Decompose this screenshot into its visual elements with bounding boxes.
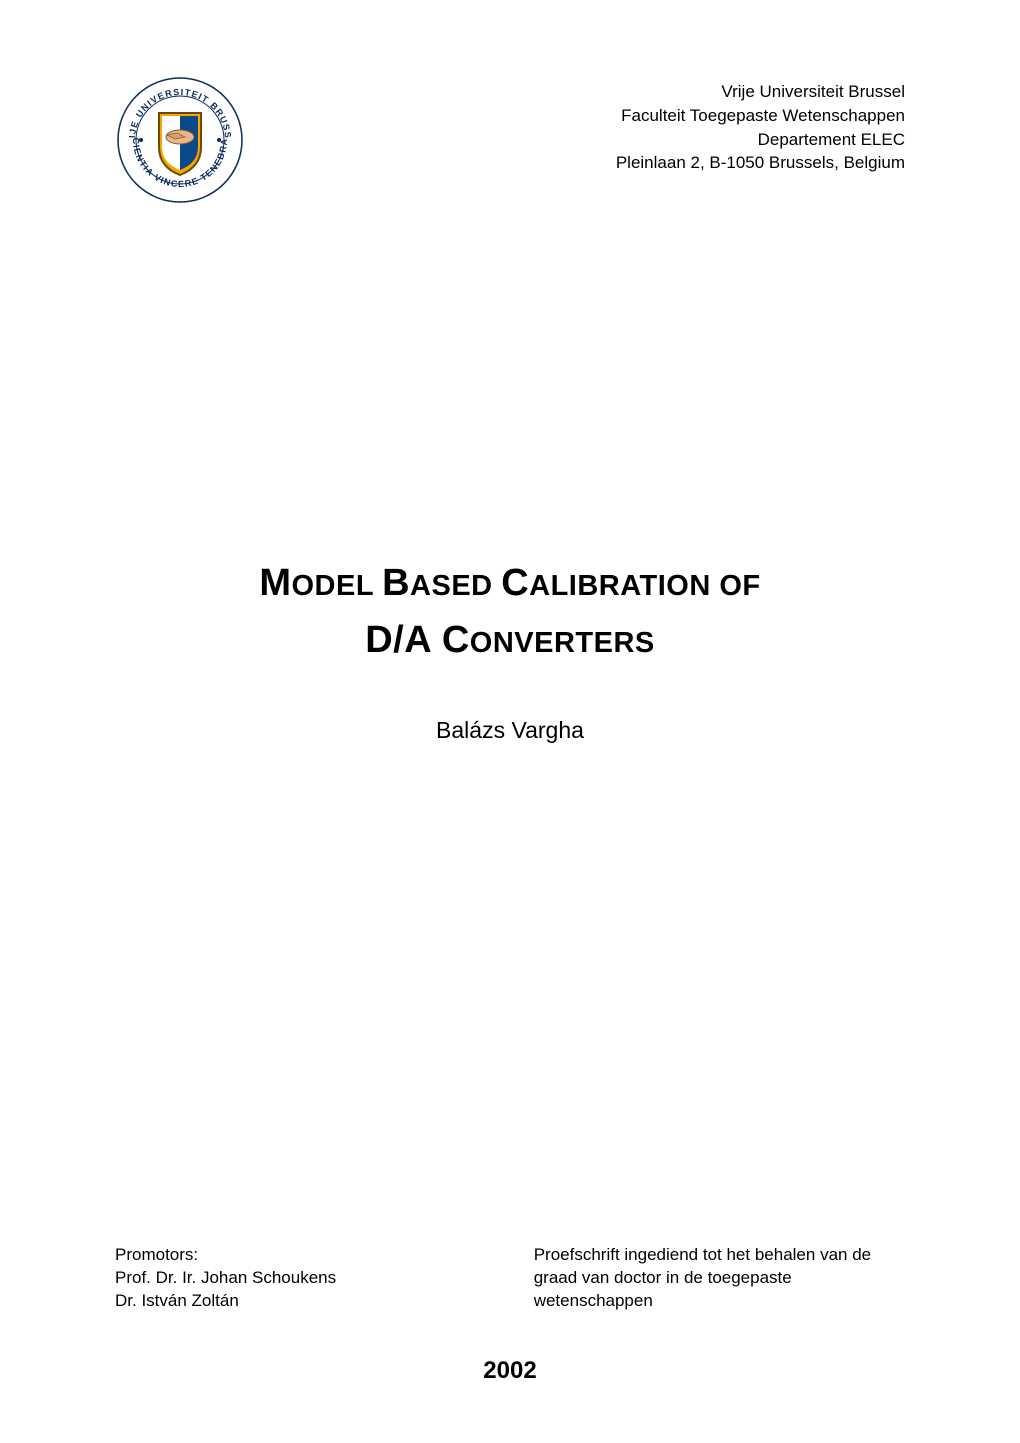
title-line-1: MODEL BASED CALIBRATION OF [115, 555, 905, 612]
promotor-name-1: Prof. Dr. Ir. Johan Schoukens [115, 1267, 471, 1290]
bottom-section: Promotors: Prof. Dr. Ir. Johan Schoukens… [115, 1244, 905, 1313]
promotors-label: Promotors: [115, 1244, 471, 1267]
publication-year: 2002 [0, 1357, 1020, 1385]
title-block: MODEL BASED CALIBRATION OF D/A CONVERTER… [115, 555, 905, 669]
thesis-description: Proefschrift ingediend tot het behalen v… [534, 1244, 905, 1313]
institution-name: Vrije Universiteit Brussel [616, 80, 905, 104]
university-seal-logo: VRIJE UNIVERSITEIT BRUSSEL SCIENTIA VINC… [115, 75, 245, 205]
promotor-name-2: Dr. István Zoltán [115, 1290, 471, 1313]
address-line: Pleinlaan 2, B-1050 Brussels, Belgium [616, 151, 905, 175]
header-row: VRIJE UNIVERSITEIT BRUSSEL SCIENTIA VINC… [115, 75, 905, 205]
title-page: VRIJE UNIVERSITEIT BRUSSEL SCIENTIA VINC… [0, 0, 1020, 1443]
faculty-name: Faculteit Toegepaste Wetenschappen [616, 104, 905, 128]
header-text-block: Vrije Universiteit Brussel Faculteit Toe… [616, 75, 905, 175]
promotors-block: Promotors: Prof. Dr. Ir. Johan Schoukens… [115, 1244, 471, 1313]
department-name: Departement ELEC [616, 128, 905, 152]
author-name: Balázs Vargha [115, 717, 905, 744]
title-line-2: D/A CONVERTERS [115, 612, 905, 669]
